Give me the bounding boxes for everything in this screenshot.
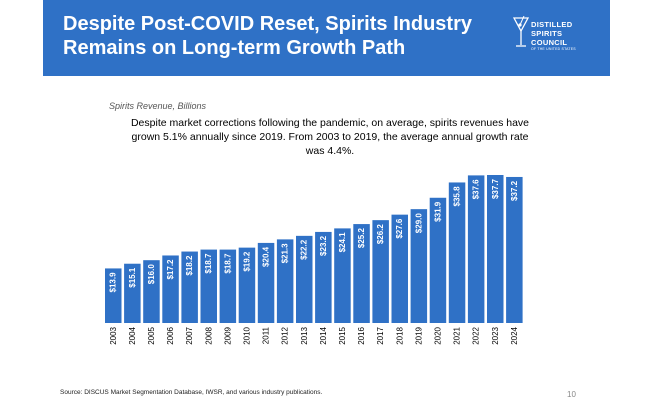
x-tick-2011: 2011 — [262, 326, 271, 344]
logo-wordmark: DISTILLED SPIRITS COUNCIL OF THE UNITED … — [531, 20, 576, 52]
data-label-2020: $31.9 — [433, 201, 442, 222]
bar-2023 — [487, 175, 504, 323]
bar-2008 — [200, 249, 217, 323]
logo-line-2: SPIRITS — [531, 29, 563, 38]
x-tick-2018: 2018 — [395, 326, 404, 344]
chart-annotation: Despite market corrections following the… — [130, 117, 530, 157]
bar-2003 — [105, 268, 122, 323]
logo-line-1: DISTILLED — [531, 20, 573, 29]
logo-line-3: COUNCIL — [531, 38, 568, 47]
bar-2009 — [219, 249, 237, 323]
data-label-2006: $17.2 — [166, 259, 175, 280]
bar-2017 — [372, 220, 389, 323]
data-label-2017: $26.2 — [376, 224, 385, 245]
x-tick-2013: 2013 — [300, 326, 309, 344]
x-tick-2010: 2010 — [242, 326, 251, 344]
x-tick-2007: 2007 — [185, 326, 194, 344]
data-label-2012: $21.3 — [281, 243, 290, 264]
data-label-2008: $18.7 — [204, 253, 213, 274]
slide-title-line-1: Despite Post-COVID Reset, Spirits Indust… — [63, 13, 472, 35]
bar-2020 — [429, 197, 447, 323]
x-tick-2021: 2021 — [453, 326, 462, 344]
bar-2007 — [181, 251, 198, 323]
logo-line-4: OF THE UNITED STATES — [531, 47, 576, 51]
data-label-2018: $27.6 — [395, 218, 404, 239]
x-tick-2024: 2024 — [510, 326, 519, 344]
data-label-2024: $37.2 — [510, 180, 519, 201]
source-note: Source: DISCUS Market Segmentation Datab… — [60, 389, 323, 396]
x-tick-2003: 2003 — [109, 326, 118, 344]
bar-2016 — [353, 224, 370, 323]
x-tick-2017: 2017 — [376, 326, 385, 344]
bar-2005 — [143, 260, 160, 323]
data-label-2015: $24.1 — [338, 232, 347, 253]
data-label-2011: $20.4 — [262, 246, 271, 267]
slide-title: Despite Post-COVID Reset, Spirits Indust… — [63, 12, 472, 60]
data-label-2019: $29.0 — [414, 213, 423, 234]
data-label-2016: $25.2 — [357, 228, 366, 249]
x-tick-2020: 2020 — [433, 326, 442, 344]
bar-2012 — [276, 239, 294, 323]
bar-2004 — [124, 263, 141, 323]
chart-title: Spirits Revenue, Billions — [109, 101, 207, 111]
data-label-2005: $16.0 — [147, 264, 156, 285]
bar-2022 — [467, 175, 485, 323]
title-banner: Despite Post-COVID Reset, Spirits Indust… — [43, 0, 610, 76]
data-label-2009: $18.7 — [223, 253, 232, 274]
bar-2019 — [410, 209, 428, 323]
data-label-2014: $23.2 — [319, 235, 328, 256]
x-tick-2016: 2016 — [357, 326, 366, 344]
x-tick-2005: 2005 — [147, 326, 156, 344]
x-tick-2012: 2012 — [281, 326, 290, 344]
data-label-2003: $13.9 — [109, 272, 118, 293]
x-tick-2008: 2008 — [204, 326, 213, 344]
x-tick-2023: 2023 — [491, 326, 500, 344]
cocktail-glass-icon — [513, 16, 529, 47]
x-tick-2015: 2015 — [338, 326, 347, 344]
bar-2018 — [391, 214, 408, 323]
x-tick-2006: 2006 — [166, 326, 175, 344]
data-label-2021: $35.8 — [453, 186, 462, 207]
data-label-2013: $22.2 — [300, 239, 309, 260]
x-tick-2022: 2022 — [472, 326, 481, 344]
slide-title-line-2: Remains on Long-term Growth Path — [63, 37, 406, 59]
bar-2024 — [506, 176, 523, 323]
data-label-2007: $18.2 — [185, 255, 194, 276]
data-label-2004: $15.1 — [128, 267, 137, 288]
data-label-2010: $19.2 — [242, 251, 251, 272]
x-tick-2014: 2014 — [319, 326, 328, 344]
bar-2006 — [162, 255, 179, 323]
x-tick-2004: 2004 — [128, 326, 137, 344]
bar-2010 — [238, 247, 256, 323]
x-tick-2019: 2019 — [414, 326, 423, 344]
discus-logo: DISTILLED SPIRITS COUNCIL OF THE UNITED … — [513, 16, 603, 66]
data-label-2022: $37.6 — [472, 179, 481, 200]
x-tick-2009: 2009 — [223, 326, 232, 344]
bar-2013 — [296, 235, 313, 323]
bar-2011 — [257, 242, 275, 323]
data-label-2023: $37.7 — [491, 178, 500, 199]
page-number: 10 — [567, 390, 576, 399]
bar-2014 — [315, 231, 332, 323]
bar-2021 — [448, 182, 466, 323]
bar-2015 — [334, 228, 351, 323]
